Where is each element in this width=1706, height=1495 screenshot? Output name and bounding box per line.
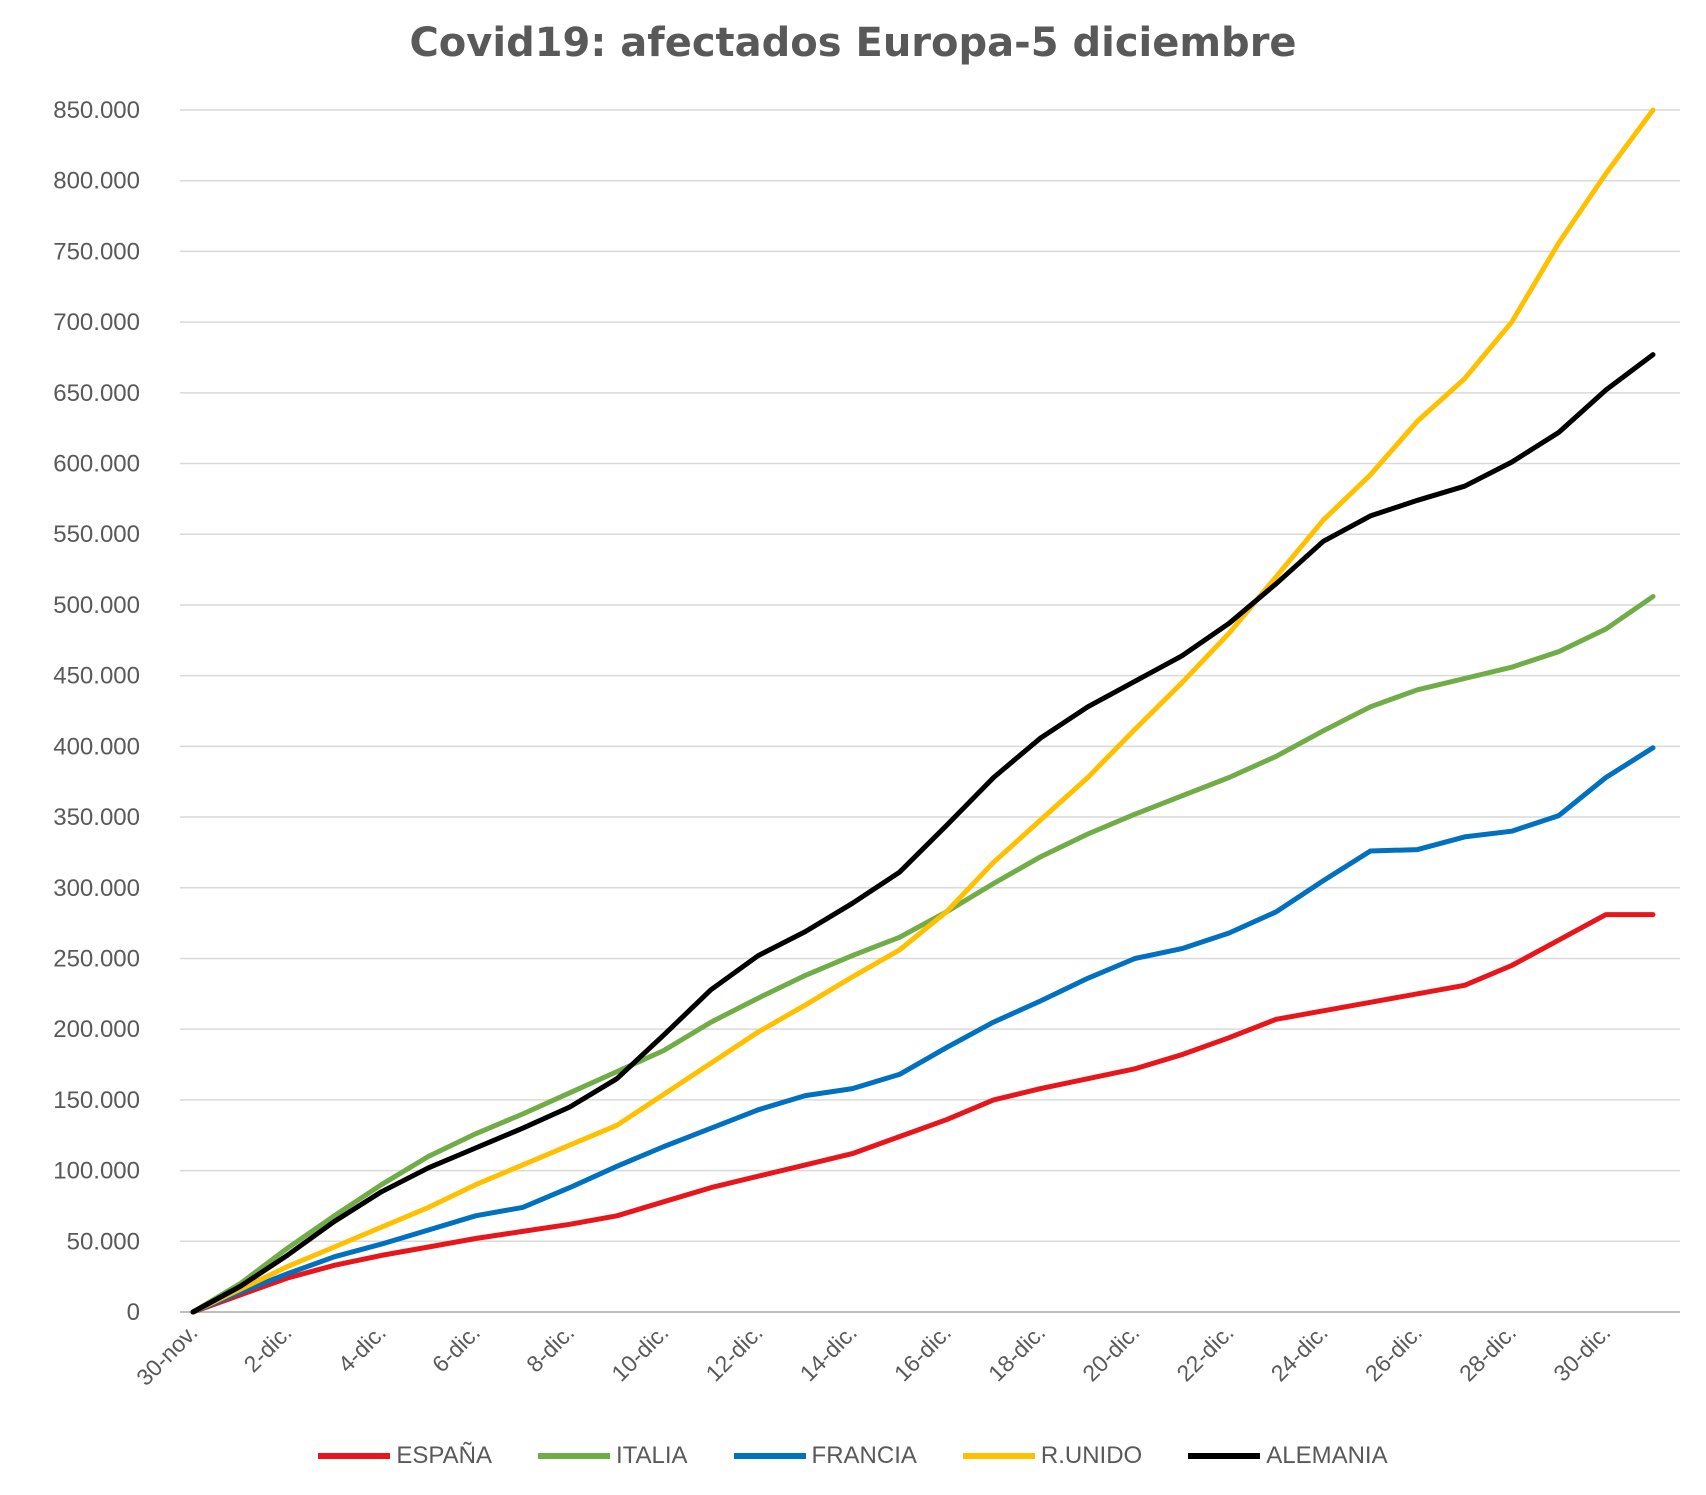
legend-item: FRANCIA	[733, 1442, 917, 1470]
legend-label: ALEMANIA	[1266, 1442, 1388, 1469]
y-tick-label: 750.000	[53, 238, 140, 265]
y-axis-tick-labels: 0 50.000 100.000 150.000 200.000 250.000 300.0…	[53, 97, 140, 1326]
legend-swatch	[318, 1453, 391, 1459]
y-tick-label: 100.000	[53, 1158, 140, 1185]
y-tick-label: 450.000	[53, 663, 140, 690]
y-tick-label: 200.000	[53, 1016, 140, 1043]
y-tick-label: 50.000	[67, 1228, 140, 1255]
legend-swatch	[733, 1453, 806, 1459]
x-tick-label: 12-dic.	[700, 1319, 767, 1386]
y-tick-label: 300.000	[53, 875, 140, 902]
x-axis-tick-labels: 30-nov. 2-dic. 4-dic. 6-dic. 8-dic. 10-dic. 12…	[131, 1319, 1615, 1390]
x-tick-label: 18-dic.	[983, 1319, 1050, 1386]
x-tick-label: 14-dic.	[795, 1319, 862, 1386]
y-tick-label: 850.000	[53, 97, 140, 124]
y-tick-label: 500.000	[53, 592, 140, 619]
y-tick-label: 150.000	[53, 1087, 140, 1114]
legend-swatch	[537, 1453, 610, 1459]
x-tick-label: 26-dic.	[1360, 1319, 1427, 1386]
x-tick-label: 2-dic.	[239, 1319, 297, 1377]
y-tick-label: 700.000	[53, 309, 140, 336]
y-tick-label: 650.000	[53, 380, 140, 407]
x-tick-label: 30-nov.	[131, 1319, 202, 1390]
series-line-francia	[190, 745, 1656, 1315]
y-tick-label: 250.000	[53, 945, 140, 972]
legend-item: ESPAÑA	[318, 1442, 492, 1470]
x-tick-label: 20-dic.	[1077, 1319, 1144, 1386]
y-tick-label: 350.000	[53, 804, 140, 831]
legend: ESPAÑA ITALIA FRANCIA R.UNIDO ALEMANIA	[0, 1438, 1706, 1474]
legend-label: R.UNIDO	[1040, 1442, 1143, 1469]
legend-label: ITALIA	[615, 1442, 688, 1469]
legend-item: ALEMANIA	[1188, 1442, 1388, 1470]
x-tick-label: 24-dic.	[1266, 1319, 1333, 1386]
series-lines	[190, 107, 1656, 1315]
series-line-r-unido	[190, 107, 1656, 1315]
legend-label: FRANCIA	[811, 1442, 917, 1469]
legend-label: ESPAÑA	[396, 1442, 492, 1469]
y-tick-label: 550.000	[53, 521, 140, 548]
legend-swatch	[962, 1453, 1035, 1459]
series-line-italia	[190, 594, 1656, 1315]
series-line-alemania	[190, 352, 1656, 1315]
y-tick-label: 0	[127, 1299, 140, 1326]
y-tick-label: 600.000	[53, 451, 140, 478]
chart-title: Covid19: afectados Europa-5 diciembre	[409, 20, 1297, 66]
x-tick-label: 10-dic.	[606, 1319, 673, 1386]
x-tick-label: 22-dic.	[1171, 1319, 1238, 1386]
legend-item: R.UNIDO	[962, 1442, 1143, 1470]
x-tick-label: 28-dic.	[1454, 1319, 1521, 1386]
y-tick-label: 800.000	[53, 168, 140, 195]
x-tick-label: 30-dic.	[1548, 1319, 1615, 1386]
x-tick-label: 4-dic.	[333, 1319, 391, 1377]
x-tick-label: 8-dic.	[521, 1319, 579, 1377]
y-tick-label: 400.000	[53, 733, 140, 760]
x-tick-label: 6-dic.	[427, 1319, 485, 1377]
legend-swatch	[1188, 1453, 1261, 1459]
x-tick-label: 16-dic.	[889, 1319, 956, 1386]
series-line-españa	[190, 912, 1656, 1315]
gridlines	[180, 109, 1680, 1313]
legend-item: ITALIA	[537, 1442, 688, 1470]
